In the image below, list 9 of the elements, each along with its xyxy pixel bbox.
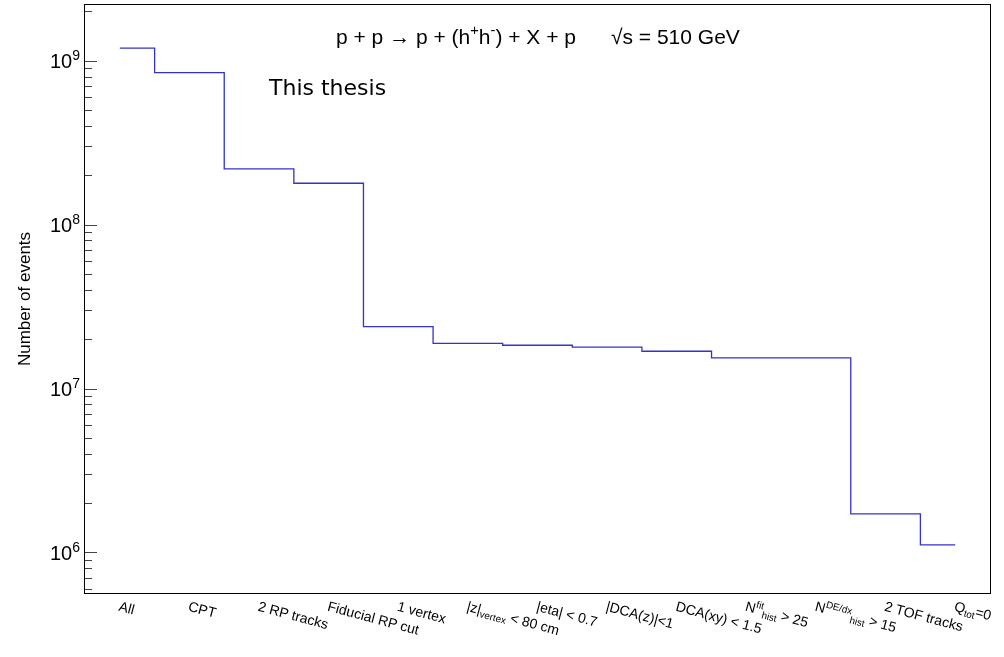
y-tick-label: 10$^{6}$ bbox=[49, 538, 81, 564]
y-tick-label: 10$^{7}$ bbox=[49, 374, 81, 401]
annotation: This thesis bbox=[268, 75, 387, 100]
x-tick-label: All bbox=[117, 598, 137, 618]
x-tick-label: CPT bbox=[186, 598, 219, 621]
y-tick-label: 10$^{9}$ bbox=[49, 46, 81, 73]
y-tick-label: 10$^{8}$ bbox=[49, 210, 81, 237]
y-axis-title: Number of events bbox=[14, 231, 34, 367]
text: p + p → p + (h$^{+}$h$^{-}$) + X + p √s = 510 GeV bbox=[336, 22, 740, 48]
